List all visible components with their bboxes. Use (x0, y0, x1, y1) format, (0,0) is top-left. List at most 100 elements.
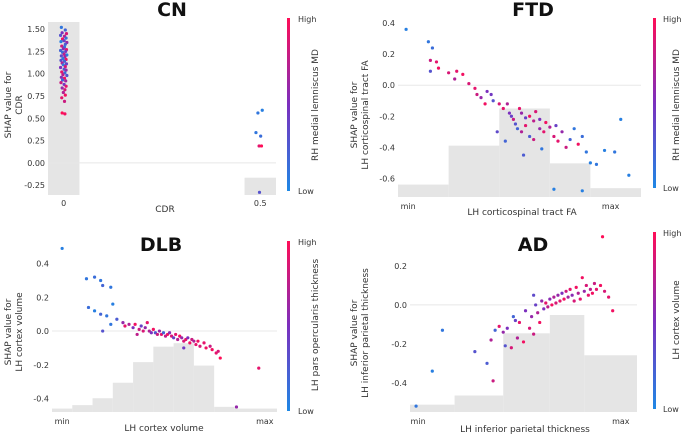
scatter-point (204, 346, 208, 350)
scatter-point (60, 70, 64, 74)
x-axis-label: LH inferior parietal thickness (460, 425, 590, 435)
scatter-point (505, 326, 509, 330)
scatter-point (99, 312, 103, 316)
scatter-point (572, 299, 576, 303)
histogram-bar (410, 404, 455, 412)
y-axis-label-line-1: SHAP value for (4, 298, 14, 365)
scatter-point (540, 299, 544, 303)
scatter-point (534, 303, 538, 307)
x-ticks: min max (55, 417, 274, 426)
histogram-bar (503, 333, 550, 412)
y-axis-label-line-1: SHAP value for (4, 71, 14, 138)
scatter-point (544, 120, 548, 125)
histogram-bar (72, 405, 93, 412)
scatter-point (64, 84, 68, 88)
scatter-point (473, 86, 477, 90)
scatter-point (428, 58, 432, 62)
scatter-point (174, 332, 178, 337)
scatter-point (434, 60, 439, 64)
histogram-bar (214, 406, 235, 412)
scatter-point (600, 235, 605, 239)
scatter-point (60, 44, 64, 48)
scatter-point (64, 68, 68, 72)
scatter-point (59, 75, 63, 79)
scatter-point (188, 341, 192, 345)
scatter-point (570, 293, 574, 297)
histogram-bar (590, 188, 641, 197)
scatter-point (489, 92, 493, 97)
scatter-point (483, 102, 487, 106)
scatter-point (58, 65, 63, 70)
colorbar-low-label: Low (663, 184, 679, 193)
y-tick-label: -0.4 (379, 143, 395, 152)
scatter-point (63, 64, 67, 69)
histogram-bar (48, 22, 80, 195)
histogram-bar (92, 398, 113, 412)
x-ticks: min max (401, 202, 620, 211)
y-tick-label: 0.50 (27, 114, 45, 123)
scatter-point (491, 379, 495, 383)
y-tick-label: -0.25 (24, 181, 45, 190)
scatter-point (92, 275, 97, 279)
scatter-point (59, 25, 63, 29)
colorbar-gradient (287, 241, 290, 411)
scatter-point (602, 148, 607, 153)
scatter-point (467, 82, 471, 86)
scatter-point (532, 332, 536, 336)
y-axis-label: SHAP value for CDR (4, 71, 25, 138)
scatter-point (60, 246, 64, 251)
scatter-point (115, 317, 119, 321)
scatter-point (552, 134, 556, 139)
scatter-point (572, 127, 576, 131)
chart-title: FTD (512, 0, 554, 21)
scatter-point (580, 276, 584, 280)
scatter-point (60, 111, 64, 115)
scatter-point (62, 99, 67, 103)
colorbar-label: LH pars opercularis thickness (311, 259, 321, 392)
scatter-point (527, 326, 532, 330)
colorbar-gradient (653, 232, 656, 409)
scatter-point (60, 86, 64, 90)
scatter-point (123, 324, 127, 328)
x-tick-label-min: min (55, 417, 70, 426)
scatter-points (58, 25, 264, 194)
scatter-point (453, 77, 457, 81)
scatter-point (234, 405, 239, 409)
scatter-point (562, 297, 566, 301)
scatter-point (580, 134, 584, 139)
scatter-point (101, 283, 105, 288)
colorbar-label: LH cortex volume (672, 280, 682, 360)
colorbar: High Low LH cortex volume (653, 229, 682, 414)
scatter-point (92, 309, 97, 313)
colorbar-high-label: High (663, 15, 681, 24)
scatter-point (538, 320, 542, 325)
scatter-point (594, 287, 599, 291)
y-tick-label: -0.4 (391, 379, 407, 388)
y-axis-label-line-2: LH cortex volume (15, 292, 25, 372)
scatter-point (544, 301, 548, 305)
histogram-bar (398, 184, 449, 197)
scatter-point (554, 123, 558, 128)
colorbar-label: RH medial lemniscus MD (311, 49, 321, 161)
scatter-point (259, 134, 263, 138)
scatter-point (542, 307, 546, 311)
y-tick-label: -0.2 (391, 340, 407, 349)
scatter-point (552, 187, 556, 191)
scatter-point (198, 344, 202, 348)
scatter-point (517, 320, 522, 325)
scatter-point (64, 79, 68, 83)
scatter-point (497, 324, 501, 328)
histogram-bar (448, 145, 500, 197)
scatter-point (576, 142, 580, 146)
scatter-point (59, 54, 63, 58)
y-axis-label-line-1: SHAP value for (350, 81, 360, 148)
scatter-point (63, 112, 67, 116)
scatter-point (538, 127, 542, 131)
scatter-point (139, 324, 143, 328)
scatter-point (584, 150, 588, 154)
scatter-point (149, 331, 153, 335)
scatter-point (611, 309, 615, 313)
y-tick-label: 1.00 (27, 70, 45, 79)
scatter-point (137, 327, 141, 331)
